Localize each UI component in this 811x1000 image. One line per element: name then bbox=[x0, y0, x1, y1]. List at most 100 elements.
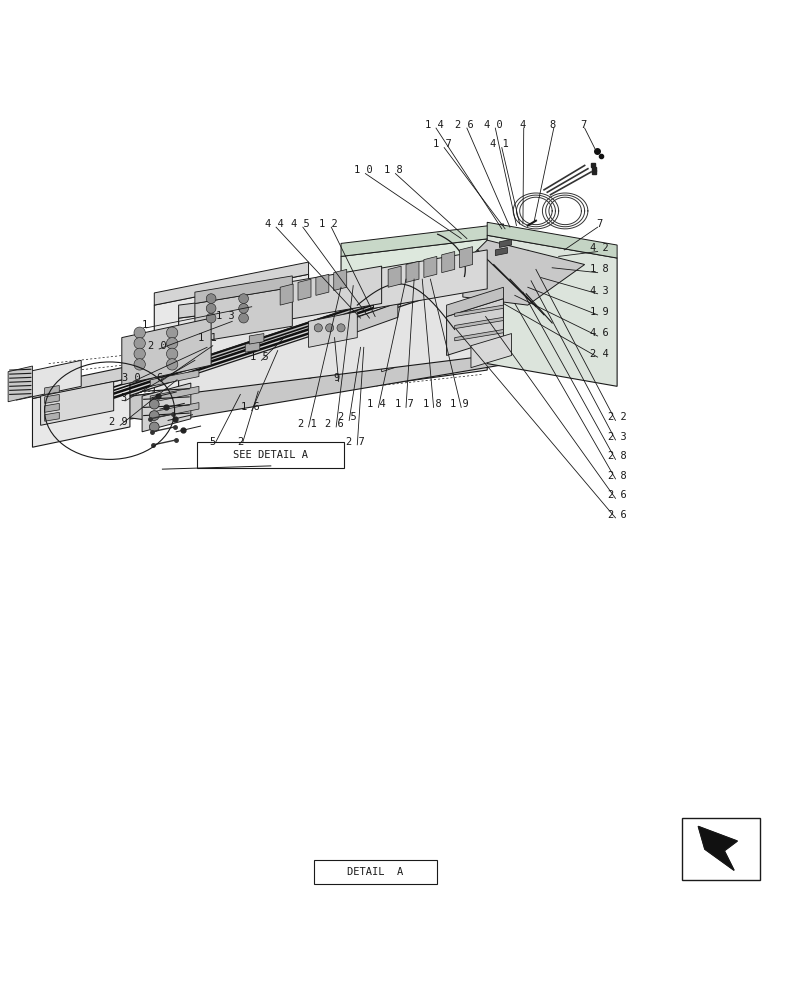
Polygon shape bbox=[381, 320, 401, 372]
Polygon shape bbox=[298, 279, 311, 300]
Circle shape bbox=[166, 338, 178, 349]
Text: 9: 9 bbox=[333, 373, 340, 383]
Polygon shape bbox=[470, 334, 511, 368]
Text: 4 3: 4 3 bbox=[589, 286, 608, 296]
Circle shape bbox=[134, 359, 145, 370]
Circle shape bbox=[166, 348, 178, 360]
Polygon shape bbox=[178, 265, 503, 318]
Polygon shape bbox=[308, 312, 357, 347]
Text: 4 5: 4 5 bbox=[290, 219, 310, 229]
Polygon shape bbox=[462, 240, 584, 305]
Polygon shape bbox=[446, 287, 503, 316]
Polygon shape bbox=[423, 256, 436, 278]
Circle shape bbox=[149, 399, 159, 409]
Polygon shape bbox=[195, 287, 292, 342]
Circle shape bbox=[206, 303, 216, 313]
Polygon shape bbox=[373, 250, 487, 308]
Circle shape bbox=[238, 313, 248, 323]
Polygon shape bbox=[16, 360, 81, 400]
Polygon shape bbox=[150, 403, 199, 419]
Polygon shape bbox=[280, 284, 293, 305]
Text: 2 6: 2 6 bbox=[607, 490, 626, 500]
Polygon shape bbox=[114, 250, 527, 401]
Polygon shape bbox=[154, 274, 308, 394]
Text: 8: 8 bbox=[548, 120, 555, 130]
Text: 3: 3 bbox=[120, 393, 127, 403]
Text: 2: 2 bbox=[237, 437, 243, 447]
Polygon shape bbox=[150, 370, 199, 386]
Text: 2 8: 2 8 bbox=[607, 451, 626, 461]
Polygon shape bbox=[495, 247, 507, 256]
Text: 2 7: 2 7 bbox=[345, 437, 365, 447]
Polygon shape bbox=[45, 386, 59, 394]
Polygon shape bbox=[487, 235, 616, 386]
Text: 3 0: 3 0 bbox=[122, 373, 141, 383]
Text: 2 1: 2 1 bbox=[297, 419, 316, 429]
Polygon shape bbox=[487, 222, 616, 258]
Text: 1 7: 1 7 bbox=[432, 139, 452, 149]
Polygon shape bbox=[178, 278, 503, 394]
FancyBboxPatch shape bbox=[197, 442, 344, 468]
Bar bbox=[681, 818, 759, 880]
Text: 4 4: 4 4 bbox=[264, 219, 284, 229]
Text: 2 0: 2 0 bbox=[148, 341, 167, 351]
Text: 1 9: 1 9 bbox=[589, 307, 608, 317]
Polygon shape bbox=[195, 276, 292, 303]
Text: 1 3: 1 3 bbox=[216, 311, 235, 321]
Text: 1 5: 1 5 bbox=[250, 352, 269, 362]
Polygon shape bbox=[45, 412, 59, 421]
Text: DETAIL  A: DETAIL A bbox=[347, 867, 403, 877]
Polygon shape bbox=[49, 347, 487, 419]
Polygon shape bbox=[441, 252, 454, 273]
Polygon shape bbox=[315, 274, 328, 295]
Polygon shape bbox=[229, 328, 255, 339]
Polygon shape bbox=[302, 321, 328, 332]
Polygon shape bbox=[45, 403, 59, 412]
Polygon shape bbox=[172, 333, 199, 344]
Text: 1 8: 1 8 bbox=[589, 264, 608, 274]
Polygon shape bbox=[178, 339, 199, 391]
Text: 2 2: 2 2 bbox=[607, 412, 626, 422]
Text: 1 8: 1 8 bbox=[383, 165, 402, 175]
Text: 5: 5 bbox=[209, 437, 216, 447]
Polygon shape bbox=[454, 329, 503, 341]
Text: 1 4: 1 4 bbox=[367, 399, 386, 409]
Polygon shape bbox=[45, 394, 59, 403]
Text: 1 0: 1 0 bbox=[354, 165, 373, 175]
Text: 4 0: 4 0 bbox=[483, 120, 503, 130]
Circle shape bbox=[314, 324, 322, 332]
Polygon shape bbox=[114, 250, 534, 391]
Circle shape bbox=[134, 348, 145, 360]
Polygon shape bbox=[446, 299, 503, 355]
Text: 4 6: 4 6 bbox=[589, 328, 608, 338]
Polygon shape bbox=[235, 334, 255, 386]
FancyBboxPatch shape bbox=[314, 860, 436, 884]
Text: 2 6: 2 6 bbox=[607, 510, 626, 520]
Polygon shape bbox=[499, 239, 511, 247]
Polygon shape bbox=[308, 327, 328, 379]
Text: 2 9: 2 9 bbox=[109, 417, 128, 427]
Text: 2 8: 2 8 bbox=[607, 471, 626, 481]
Text: SEE DETAIL A: SEE DETAIL A bbox=[233, 450, 308, 460]
Circle shape bbox=[206, 294, 216, 303]
Polygon shape bbox=[454, 317, 503, 329]
Polygon shape bbox=[341, 303, 397, 338]
Text: 1 4: 1 4 bbox=[424, 120, 444, 130]
Text: 1 7: 1 7 bbox=[394, 399, 414, 409]
Text: 1 6: 1 6 bbox=[240, 402, 260, 412]
Polygon shape bbox=[697, 826, 736, 870]
Text: 7: 7 bbox=[579, 120, 586, 130]
Polygon shape bbox=[388, 266, 401, 287]
Circle shape bbox=[149, 411, 159, 420]
Circle shape bbox=[134, 327, 145, 338]
Polygon shape bbox=[142, 383, 191, 432]
Polygon shape bbox=[341, 237, 503, 286]
Circle shape bbox=[134, 338, 145, 349]
Polygon shape bbox=[406, 261, 418, 282]
Polygon shape bbox=[49, 347, 519, 422]
Polygon shape bbox=[454, 305, 503, 316]
Circle shape bbox=[166, 359, 178, 370]
Text: 1 8: 1 8 bbox=[422, 399, 441, 409]
Circle shape bbox=[337, 324, 345, 332]
Polygon shape bbox=[154, 262, 308, 305]
